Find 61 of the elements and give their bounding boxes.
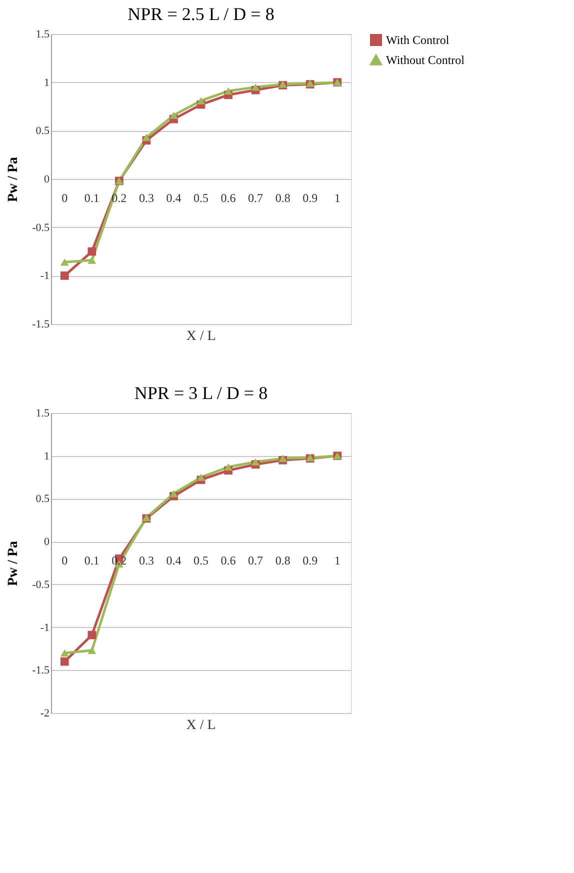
x-tick-label: 0.8 (275, 191, 290, 205)
y-tick-label: -1.5 (32, 664, 50, 677)
x-tick-label: 0.2 (112, 554, 127, 568)
point (170, 112, 178, 119)
x-tick-label: 0.7 (248, 554, 264, 568)
point (142, 134, 151, 142)
point (196, 474, 206, 481)
x-tick-label: 0.9 (302, 191, 318, 205)
y-tick-label: -1.5 (32, 318, 50, 330)
x-tick-label: 1 (334, 191, 340, 205)
point (60, 271, 69, 280)
x-tick-label: 0.3 (138, 191, 154, 205)
chart-title: NPR = 2.5 L / D = 8 (128, 4, 274, 24)
y-tick-label: -1 (40, 270, 50, 282)
x-tick-label: 0.7 (248, 191, 264, 205)
point (88, 646, 96, 654)
y-axis-title: Pw / Pa (6, 540, 22, 586)
y-tick-label: 1 (44, 76, 50, 89)
x-axis-title: X / L (186, 329, 216, 344)
point (88, 630, 96, 640)
y-tick-label: -1 (40, 622, 50, 634)
point (224, 463, 232, 471)
legend-label: With Control (386, 33, 450, 47)
chart-title: NPR = 3 L / D = 8 (134, 383, 268, 403)
x-tick-label: 0 (62, 191, 68, 205)
point (88, 256, 96, 264)
y-tick-label: 0.5 (36, 125, 50, 138)
x-tick-label: 1 (334, 554, 340, 568)
x-tick-label: 0.1 (84, 554, 100, 568)
x-tick-label: 0.6 (220, 191, 236, 205)
legend-label: Without Control (386, 53, 466, 67)
y-tick-label: 0 (44, 536, 50, 548)
y-tick-label: 1.5 (36, 28, 50, 40)
point (60, 258, 69, 266)
x-tick-label: 0.5 (194, 191, 208, 205)
point (60, 649, 69, 657)
x-axis-title: X / L (186, 718, 216, 733)
x-tick-label: 0.5 (194, 554, 208, 568)
point (224, 87, 232, 95)
y-tick-label: -2 (40, 708, 50, 720)
x-tick-label: 0 (62, 554, 68, 568)
y-tick-label: 0.5 (36, 493, 50, 506)
point (251, 84, 260, 91)
x-tick-label: 0.9 (302, 554, 318, 568)
y-tick-label: -0.5 (32, 578, 50, 591)
x-tick-label: 0.4 (166, 191, 182, 205)
x-tick-label: 0.6 (220, 554, 236, 568)
point (60, 657, 69, 666)
point (170, 490, 178, 498)
x-tick-label: 0.1 (84, 191, 100, 205)
y-axis-title: Pw / Pa (6, 156, 22, 202)
y-tick-label: 1 (44, 450, 50, 462)
y-tick-label: 1.5 (36, 408, 50, 420)
x-tick-label: 0.3 (138, 554, 154, 568)
x-tick-label: 0.8 (275, 554, 290, 568)
point (196, 97, 206, 104)
y-tick-label: -0.5 (32, 222, 50, 234)
point (251, 458, 260, 466)
y-tick-label: 0 (44, 174, 50, 186)
point (88, 247, 96, 256)
x-tick-label: 0.4 (166, 554, 182, 568)
